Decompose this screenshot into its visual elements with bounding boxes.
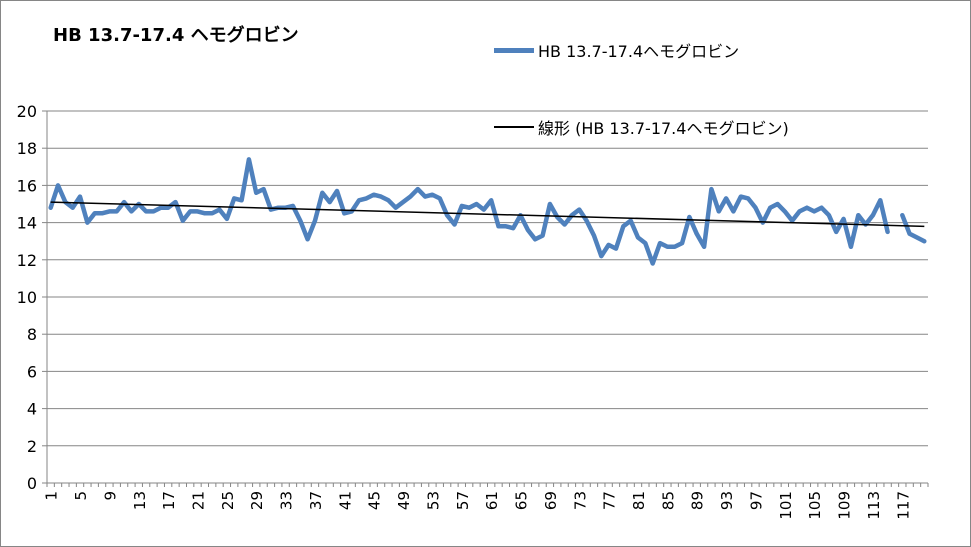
x-tick-label: 89 (689, 491, 707, 510)
axes (42, 110, 929, 487)
x-tick-label: 113 (865, 491, 883, 520)
x-tick-label: 37 (307, 491, 325, 510)
x-tick-label: 65 (513, 491, 531, 510)
x-tick-label: 45 (366, 491, 384, 510)
x-axis-tick-labels: 1 5 9 13 17 21 25 29 33 37 41 45 49 53 57 61 65 69 73 77 81 8… (43, 491, 913, 520)
y-tick-label: 0 (27, 474, 37, 493)
y-tick-label: 10 (17, 288, 37, 307)
y-axis-tick-labels: 0 2 4 6 8 10 12 14 16 18 20 (17, 102, 37, 493)
series-lines (48, 157, 927, 266)
trendline-group (50, 201, 925, 228)
series-line (48, 157, 890, 266)
x-tick-label: 29 (248, 491, 266, 510)
y-tick-label: 18 (17, 139, 37, 158)
trendline (50, 201, 925, 228)
x-tick-label: 21 (190, 491, 208, 510)
x-tick-label: 61 (483, 491, 501, 510)
y-tick-label: 8 (27, 325, 37, 344)
legend-swatch-series (494, 47, 534, 53)
y-tick-label: 4 (27, 400, 37, 419)
y-tick-label: 12 (17, 251, 37, 270)
x-tick-label: 69 (542, 491, 560, 510)
x-tick-label: 97 (747, 491, 765, 510)
x-tick-label: 101 (777, 491, 795, 520)
x-tick-label: 41 (336, 491, 354, 510)
y-tick-label: 2 (27, 437, 37, 456)
x-tick-label: 85 (659, 491, 677, 510)
x-tick-label: 13 (131, 491, 149, 510)
x-tick-label: 5 (72, 491, 90, 501)
x-tick-label: 33 (278, 491, 296, 510)
x-tick-label: 25 (219, 491, 237, 510)
x-tick-label: 117 (894, 491, 912, 520)
x-tick-label: 49 (395, 491, 413, 510)
legend-item-series: HB 13.7-17.4ヘモグロビン (494, 38, 739, 62)
legend-label-trendline: 線形 (HB 13.7-17.4ヘモグロビン) (538, 119, 789, 138)
y-tick-label: 14 (17, 214, 37, 233)
x-tick-label: 81 (630, 491, 648, 510)
chart-title: HB 13.7-17.4 ヘモグロビン (53, 25, 299, 46)
x-tick-label: 57 (454, 491, 472, 510)
y-tick-label: 16 (17, 176, 37, 195)
x-tick-label: 53 (424, 491, 442, 510)
gridlines (47, 110, 928, 447)
x-tick-label: 17 (160, 491, 178, 510)
x-tick-label: 93 (718, 491, 736, 510)
x-tick-label: 9 (101, 491, 119, 501)
series-line (900, 212, 927, 244)
x-tick-label: 109 (836, 491, 854, 520)
legend-item-trendline: 線形 (HB 13.7-17.4ヘモグロビン) (494, 115, 789, 139)
x-tick-label: 105 (806, 491, 824, 520)
x-tick-label: 1 (43, 491, 61, 501)
legend-label-series: HB 13.7-17.4ヘモグロビン (538, 42, 740, 61)
x-tick-label: 77 (601, 491, 619, 510)
legend-swatch-trendline (494, 126, 534, 128)
y-tick-label: 6 (27, 362, 37, 381)
x-tick-label: 73 (571, 491, 589, 510)
y-tick-label: 20 (17, 102, 37, 121)
